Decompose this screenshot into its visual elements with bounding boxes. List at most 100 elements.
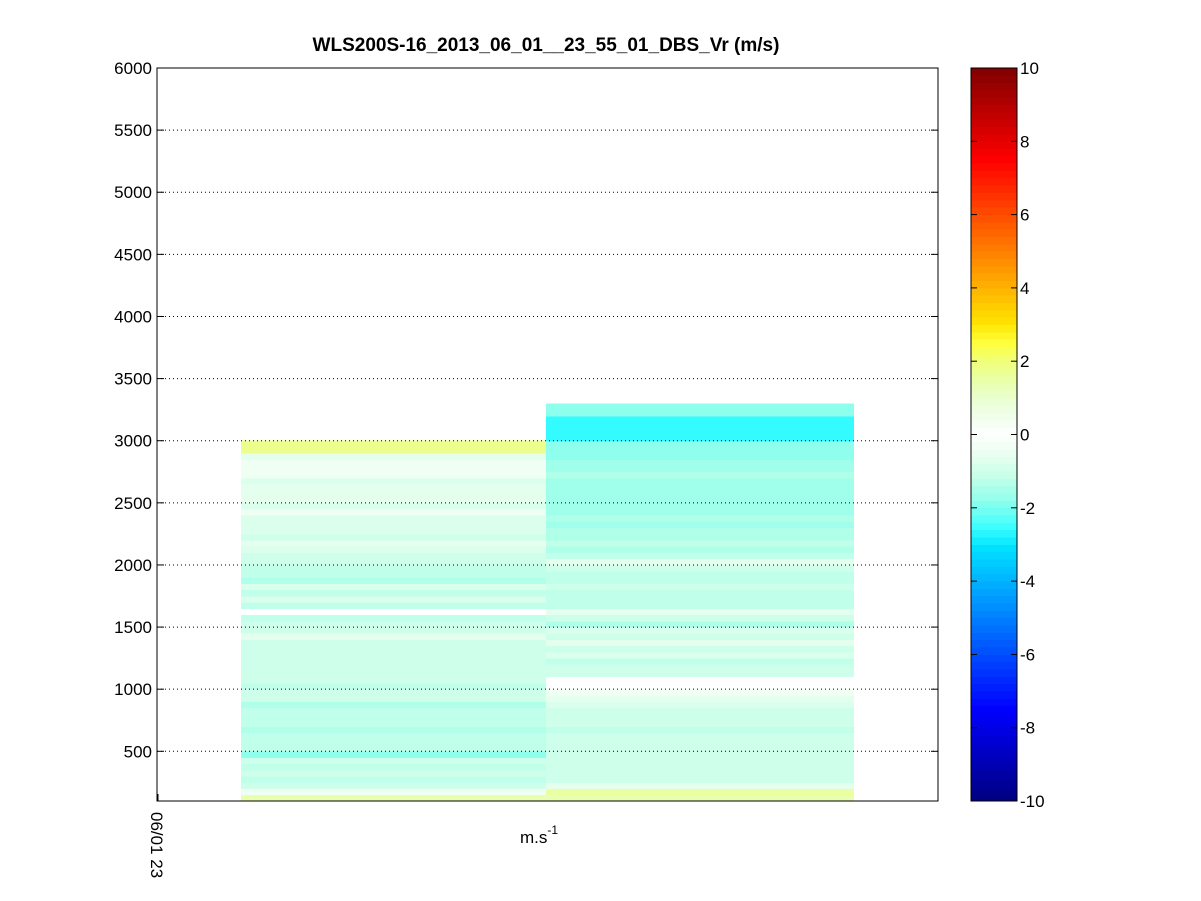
colorbar-tick-label: -4 (1020, 572, 1035, 591)
colorbar-step (971, 691, 1017, 699)
colorbar-step (971, 155, 1017, 164)
y-tick-label: 2500 (114, 494, 152, 513)
colorbar-step (971, 771, 1017, 780)
heatmap-cell (241, 714, 546, 721)
colorbar-step (971, 265, 1017, 274)
colorbar-step (971, 617, 1017, 626)
colorbar-step (971, 661, 1017, 670)
heatmap-cell (546, 633, 854, 640)
heatmap-cell (546, 583, 854, 591)
heatmap-cell (241, 490, 546, 498)
colorbar-step (971, 713, 1017, 721)
y-tick-label: 1500 (114, 618, 152, 637)
heatmap-cell (546, 732, 854, 740)
colorbar-step (971, 742, 1017, 751)
heatmap-cell (241, 540, 546, 547)
plot-frame (156, 67, 939, 802)
y-tick-label: 500 (124, 742, 152, 761)
colorbar-step (971, 177, 1017, 186)
colorbar-step (971, 324, 1017, 333)
heatmap-cell (546, 577, 854, 584)
heatmap-cell (546, 757, 854, 765)
heatmap-cell (241, 788, 546, 796)
heatmap-cell (546, 446, 854, 454)
y-tick-label: 3000 (114, 432, 152, 451)
colorbar-step (971, 449, 1017, 457)
heatmap-cell (241, 502, 546, 510)
colorbar-step (971, 683, 1017, 692)
colorbar-tick-label: 4 (1020, 279, 1029, 298)
y-tick-label: 4500 (114, 245, 152, 264)
colorbar-step (971, 375, 1017, 384)
heatmap-cell (241, 651, 546, 659)
heatmap-cell (546, 571, 854, 578)
colorbar-step (971, 317, 1017, 325)
heatmap-cell (546, 440, 854, 448)
heatmap-cell (546, 763, 854, 771)
heatmap-cell (241, 533, 546, 541)
colorbar-step (971, 207, 1017, 215)
colorbar-tick-label: -10 (1020, 792, 1045, 811)
colorbar-step (971, 104, 1017, 113)
colorbar-step (971, 97, 1017, 106)
colorbar-tick-label: -8 (1020, 719, 1035, 738)
heatmap-cell (241, 571, 546, 578)
heatmap-cell (241, 645, 546, 653)
heatmap-cell (241, 440, 546, 454)
colorbar-step (971, 236, 1017, 245)
colorbar-step (971, 331, 1017, 340)
heatmap-cell (241, 745, 546, 752)
heatmap-cell (241, 627, 546, 634)
heatmap-cell (546, 608, 854, 616)
colorbar-step (971, 199, 1017, 208)
colorbar-step (971, 698, 1017, 707)
heatmap-cell (241, 695, 546, 703)
colorbar-step (971, 632, 1017, 641)
colorbar-step (971, 126, 1017, 135)
colorbar-step (971, 390, 1017, 399)
colorbar-step (971, 427, 1017, 435)
colorbar-step (971, 793, 1017, 802)
y-tick-label: 6000 (114, 59, 152, 78)
colorbar-tick-label: 10 (1020, 59, 1039, 78)
colorbar-step (971, 295, 1017, 303)
heatmap-cell (546, 676, 854, 684)
colorbar-step (971, 654, 1017, 663)
heatmap-cell (241, 552, 546, 560)
colorbar-step (971, 273, 1017, 281)
heatmap-cell (546, 453, 854, 460)
heatmap-cell (241, 596, 546, 603)
heatmap-cell (546, 658, 854, 665)
y-axis: 500 1000 1500 2000 2500 3000 3500 4000 4500 5000 5… (114, 59, 938, 801)
heatmap-cell (241, 515, 546, 522)
heatmap-cell (241, 564, 546, 572)
heatmap-cell (241, 589, 546, 597)
heatmap-cell (241, 664, 546, 671)
colorbar-step (971, 537, 1017, 545)
heatmap-cell (241, 509, 546, 516)
heatmap-cell (241, 763, 546, 771)
colorbar-step (971, 368, 1017, 377)
y-tick-label: 3500 (114, 370, 152, 389)
colorbar-tick-label: 8 (1020, 132, 1029, 151)
colorbar-step (971, 302, 1017, 311)
heatmap-cell (546, 782, 854, 789)
heatmap-cell (241, 577, 546, 584)
heatmap-cell (546, 645, 854, 653)
heatmap-cell (546, 415, 854, 442)
colorbar-step (971, 75, 1017, 84)
colorbar-step (971, 456, 1017, 465)
colorbar-step (971, 566, 1017, 575)
colorbar-step (971, 669, 1017, 677)
colorbar-step (971, 119, 1017, 128)
heatmap-cell (241, 676, 546, 684)
heatmap-cell (241, 682, 546, 690)
heatmap-cell (241, 484, 546, 491)
colorbar-step (971, 309, 1017, 318)
colorbar-step (971, 214, 1017, 223)
heatmap-cell (546, 714, 854, 721)
heatmap-cell (546, 788, 854, 796)
heatmap-cell (241, 751, 546, 758)
heatmap-cell (241, 453, 546, 460)
heatmap-cell (241, 614, 546, 622)
